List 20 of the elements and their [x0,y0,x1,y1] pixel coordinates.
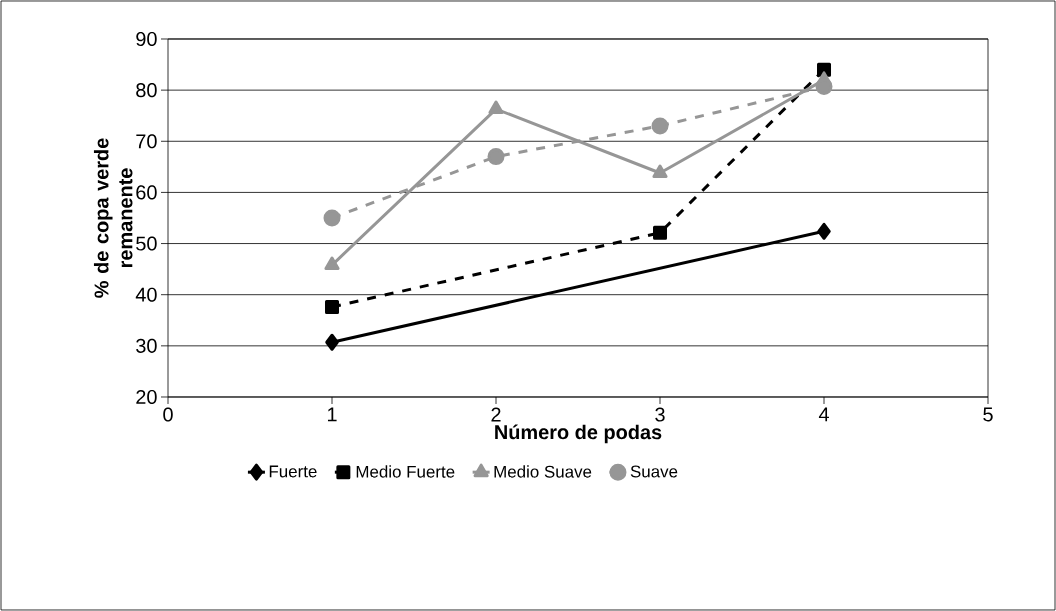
y-tick-label: 70 [136,134,157,149]
legend-label: Suave [630,465,678,478]
y-tick-label: 20 [136,389,157,405]
legend-label: Medio Fuerte [356,465,455,478]
y-tick-label: 90 [136,31,157,47]
y-axis-title: % de copa verde remanente [93,138,133,298]
x-tick-label: 5 [983,407,993,422]
x-tick-label: 4 [818,407,829,422]
y-tick-label: 80 [136,83,157,98]
x-tick-label: 1 [327,407,337,422]
y-tick-label: 60 [136,185,157,200]
x-tick-label: 2 [491,407,501,422]
legend-label: Fuerte [269,465,317,478]
x-tick-label: 3 [655,407,665,422]
y-tick-label: 50 [136,236,157,251]
x-axis-title: Número de podas [495,424,662,444]
legend-label: Medio Suave [494,465,592,478]
y-tick-label: 40 [135,287,157,302]
x-tick-label: 0 [163,407,173,422]
y-tick-label: 30 [136,338,157,353]
